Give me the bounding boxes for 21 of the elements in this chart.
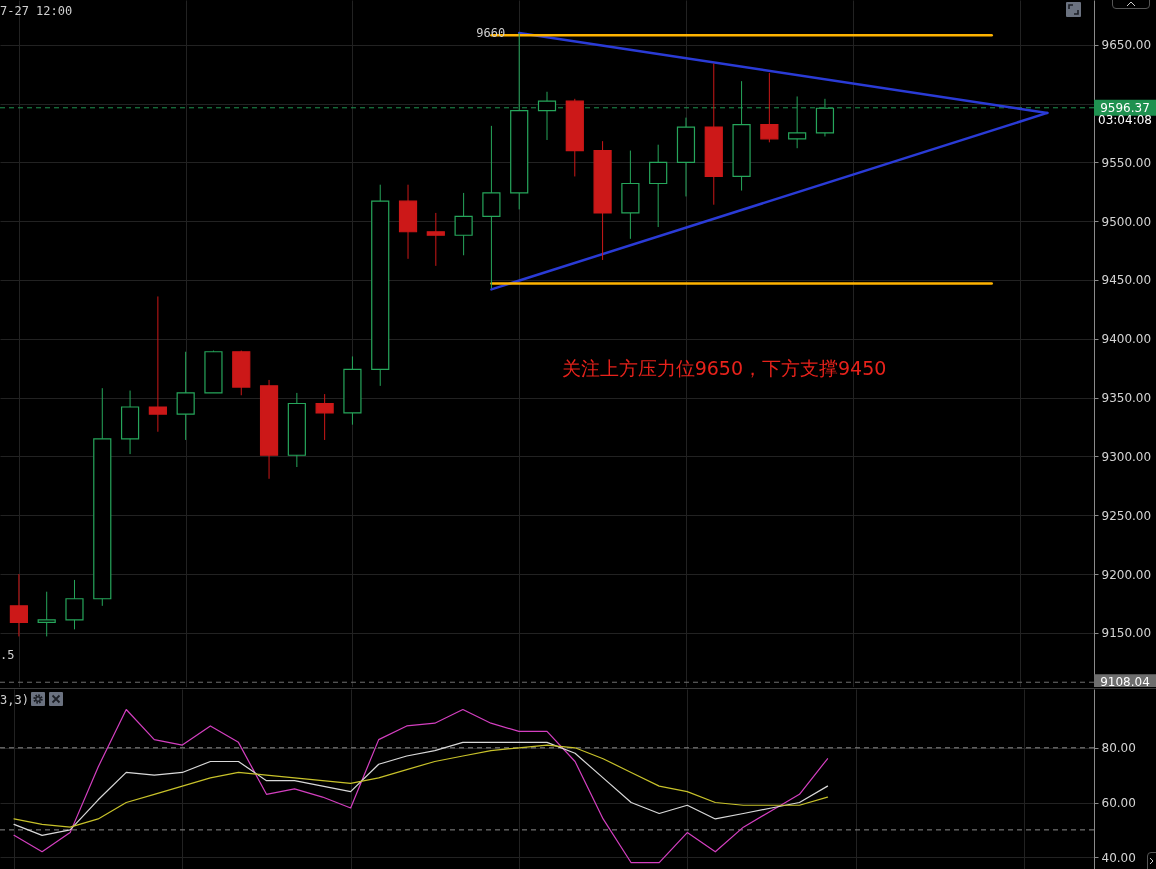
y-tick-label: 9150.00 [1101,626,1152,641]
annotation: 7-27 12:00 [0,4,73,18]
y-tick-label: 40.00 [1101,850,1136,865]
y-tick-label: 9450.00 [1101,273,1152,288]
annotation: .5 [0,648,15,662]
y-tick-label: 9400.00 [1101,332,1152,347]
text: 03:04:08 [1098,113,1152,127]
y-tick-label: 9300.00 [1101,449,1152,464]
y-tick-label: 60.00 [1101,796,1136,811]
y-tick-label: 9550.00 [1101,155,1152,170]
y-tick-label: 9350.00 [1101,391,1152,406]
ref-line-label: 9108.04 [1100,675,1150,690]
ref-line-label: 9596.37 [1100,100,1150,115]
y-tick-label: 9500.00 [1101,214,1152,229]
y-tick-label: 9250.00 [1101,508,1152,523]
chart-title: 3,3) [0,693,29,707]
y-tick-label: 9650.00 [1101,38,1152,53]
y-tick-label: 9200.00 [1101,567,1152,582]
y-tick-label: 80.00 [1101,741,1136,756]
annotation: 关注上方压力位9650，下方支撑9450 [561,357,887,379]
annotation: 9660 [476,25,506,40]
